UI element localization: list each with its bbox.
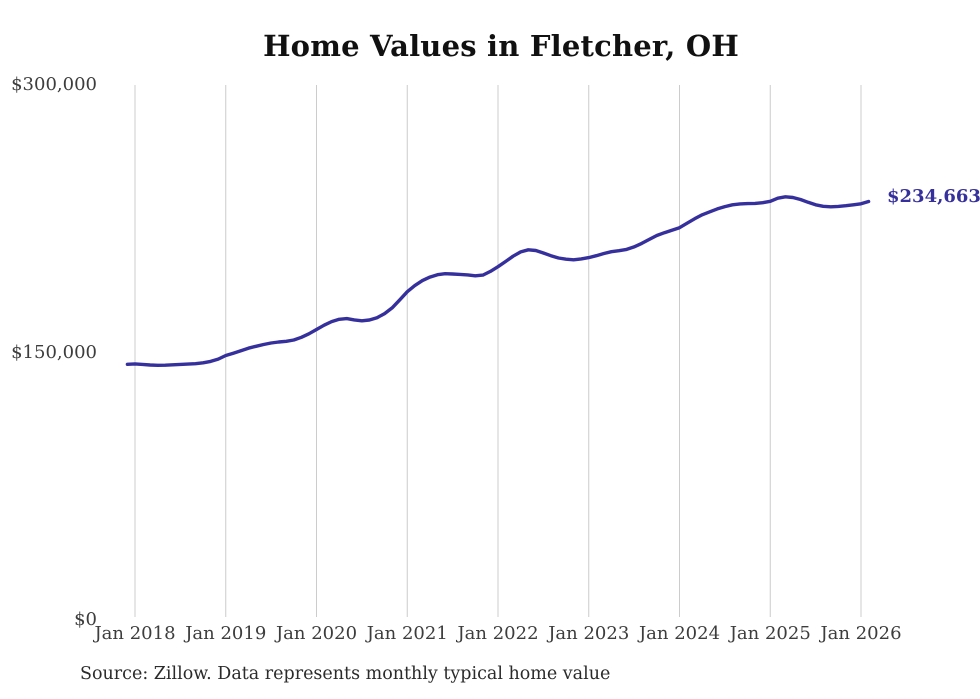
x-axis-tick-label: Jan 2018: [94, 623, 176, 644]
x-axis-tick-label: Jan 2026: [820, 623, 902, 644]
x-axis-tick-label: Jan 2020: [275, 623, 358, 644]
series-line: [125, 195, 871, 367]
source-note: Source: Zillow. Data represents monthly …: [80, 664, 611, 684]
chart-title: Home Values in Fletcher, OH: [263, 29, 739, 63]
latest-value-label: $234,663: [887, 186, 980, 207]
x-axis-tick-label: Jan 2022: [457, 623, 539, 644]
y-axis-tick-label: $300,000: [11, 74, 97, 95]
x-axis-tick-label: Jan 2019: [185, 623, 267, 644]
y-axis-tick-label: $150,000: [11, 342, 97, 363]
y-axis-tick-label: $0: [74, 609, 97, 630]
x-axis-tick-label: Jan 2023: [548, 623, 630, 644]
x-axis-tick-label: Jan 2025: [729, 623, 811, 644]
x-axis-tick-label: Jan 2024: [638, 623, 721, 644]
x-axis-tick-label: Jan 2021: [366, 623, 448, 644]
